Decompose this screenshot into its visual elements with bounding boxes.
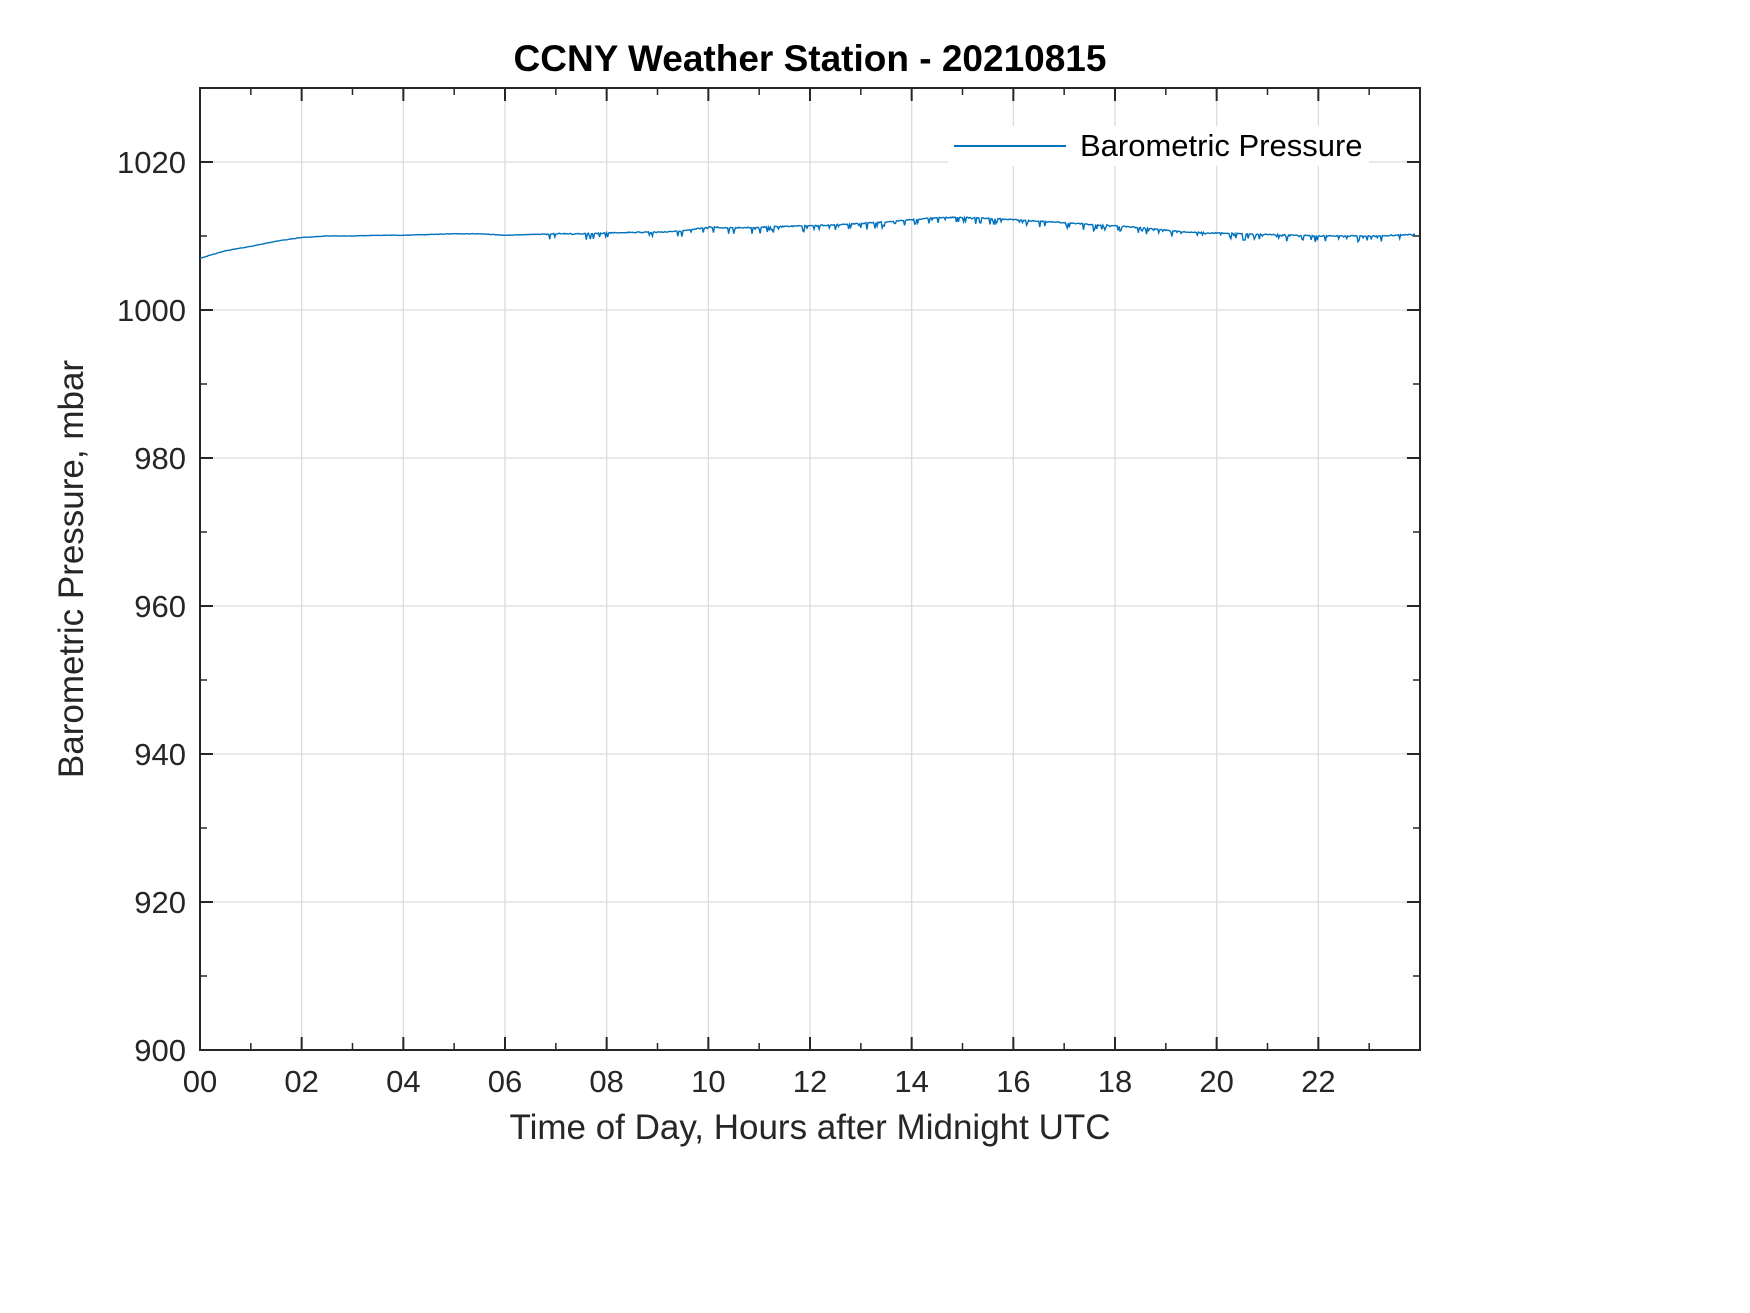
x-tick-label: 20 — [1199, 1064, 1233, 1099]
x-tick-label: 04 — [386, 1064, 420, 1099]
y-tick-label: 980 — [134, 441, 186, 476]
x-tick-label: 22 — [1301, 1064, 1335, 1099]
x-tick-label: 16 — [996, 1064, 1030, 1099]
legend: Barometric Pressure — [948, 126, 1369, 166]
x-tick-label: 08 — [589, 1064, 623, 1099]
x-tick-label: 06 — [488, 1064, 522, 1099]
x-tick-label: 00 — [183, 1064, 217, 1099]
x-tick-label: 02 — [284, 1064, 318, 1099]
x-tick-label: 10 — [691, 1064, 725, 1099]
x-tick-label: 18 — [1098, 1064, 1132, 1099]
y-tick-label: 1000 — [117, 293, 186, 328]
y-axis-label: Barometric Pressure, mbar — [52, 359, 91, 779]
pressure-series-line — [199, 215, 1416, 259]
chart-title: CCNY Weather Station - 20210815 — [513, 38, 1107, 79]
y-tick-label: 940 — [134, 737, 186, 772]
y-tick-label: 960 — [134, 589, 186, 624]
y-tick-label: 900 — [134, 1033, 186, 1068]
y-tick-label: 920 — [134, 885, 186, 920]
legend-line-sample — [954, 145, 1066, 147]
x-tick-label: 14 — [894, 1064, 928, 1099]
legend-label: Barometric Pressure — [1080, 128, 1363, 163]
x-axis-label: Time of Day, Hours after Midnight UTC — [509, 1108, 1111, 1147]
x-tick-label: 12 — [793, 1064, 827, 1099]
y-tick-label: 1020 — [117, 145, 186, 180]
axes-box — [199, 87, 1421, 1051]
